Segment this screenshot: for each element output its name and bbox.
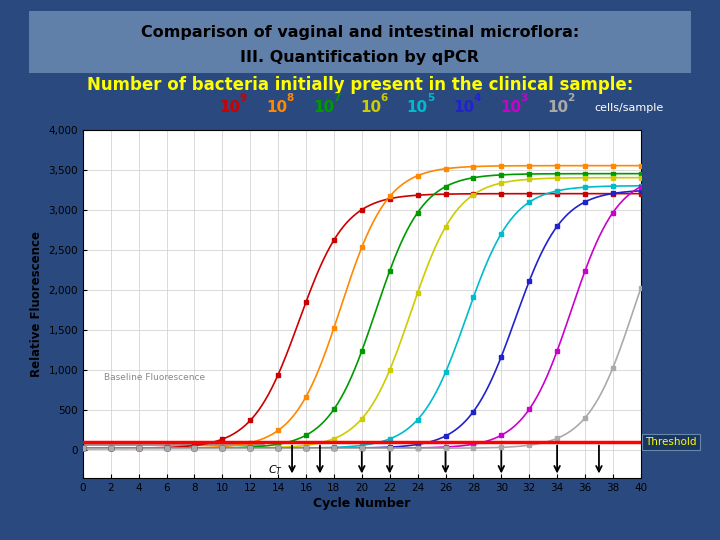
Text: 5: 5 [427, 93, 434, 103]
Text: 10: 10 [266, 100, 287, 116]
Text: 10: 10 [407, 100, 428, 116]
Text: Baseline Fluorescence: Baseline Fluorescence [104, 373, 205, 382]
Text: 10: 10 [360, 100, 381, 116]
Text: 3: 3 [521, 93, 528, 103]
Text: 10: 10 [500, 100, 521, 116]
Text: 10: 10 [313, 100, 334, 116]
Text: 8: 8 [287, 93, 294, 103]
Text: Comparison of vaginal and intestinal microflora:: Comparison of vaginal and intestinal mic… [141, 25, 579, 40]
Y-axis label: Relative Fluorescence: Relative Fluorescence [30, 231, 42, 377]
Text: 6: 6 [380, 93, 387, 103]
X-axis label: Cycle Number: Cycle Number [313, 497, 410, 510]
Text: 10: 10 [454, 100, 474, 116]
Text: $C_T$: $C_T$ [268, 463, 283, 477]
Text: III. Quantification by qPCR: III. Quantification by qPCR [240, 50, 480, 65]
Text: 9: 9 [240, 93, 247, 103]
Text: 10: 10 [547, 100, 568, 116]
Text: cells/sample: cells/sample [594, 103, 663, 113]
Text: Number of bacteria initially present in the clinical sample:: Number of bacteria initially present in … [87, 76, 633, 94]
Text: Threshold: Threshold [645, 437, 696, 447]
Text: 7: 7 [333, 93, 341, 103]
Text: 10: 10 [220, 100, 240, 116]
Text: 4: 4 [474, 93, 481, 103]
Text: 2: 2 [567, 93, 575, 103]
